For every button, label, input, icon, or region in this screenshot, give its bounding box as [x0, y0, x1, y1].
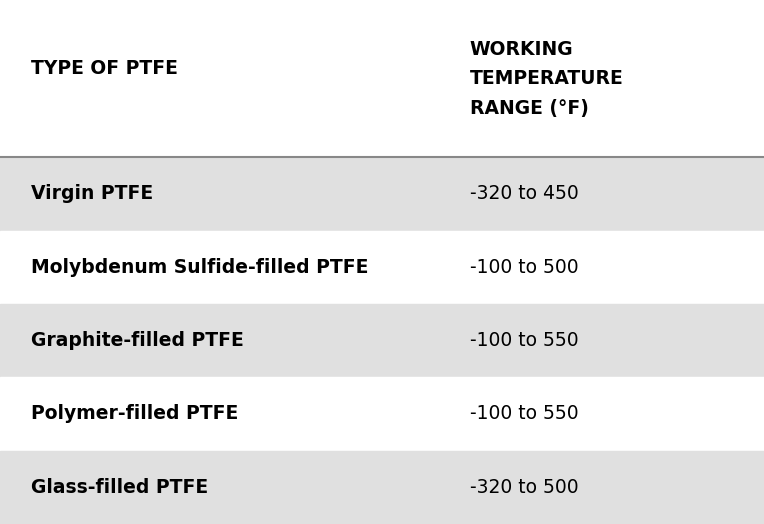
Text: Virgin PTFE: Virgin PTFE [31, 184, 153, 203]
Text: -320 to 450: -320 to 450 [470, 184, 578, 203]
Text: -100 to 500: -100 to 500 [470, 258, 578, 277]
Text: Molybdenum Sulfide-filled PTFE: Molybdenum Sulfide-filled PTFE [31, 258, 368, 277]
Bar [0, 0, 764, 157]
Text: -320 to 500: -320 to 500 [470, 478, 578, 497]
Bar [0, 377, 764, 451]
Bar [0, 157, 764, 231]
Bar [0, 231, 764, 304]
Text: Polymer-filled PTFE: Polymer-filled PTFE [31, 405, 238, 423]
Text: Glass-filled PTFE: Glass-filled PTFE [31, 478, 208, 497]
Bar [0, 451, 764, 524]
Text: WORKING
TEMPERATURE
RANGE (°F): WORKING TEMPERATURE RANGE (°F) [470, 40, 623, 117]
Text: TYPE OF PTFE: TYPE OF PTFE [31, 59, 177, 78]
Text: -100 to 550: -100 to 550 [470, 405, 578, 423]
Text: -100 to 550: -100 to 550 [470, 331, 578, 350]
Text: Graphite-filled PTFE: Graphite-filled PTFE [31, 331, 243, 350]
Bar [0, 304, 764, 377]
